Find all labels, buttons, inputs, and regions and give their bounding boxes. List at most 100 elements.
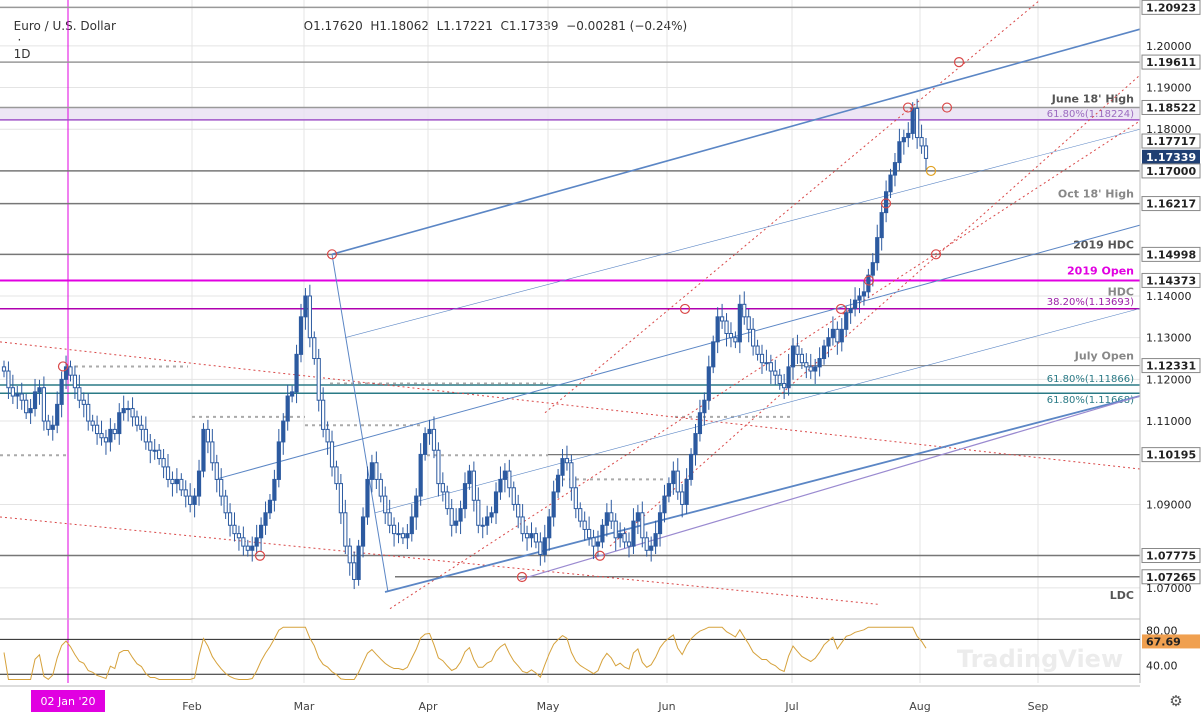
- candle[interactable]: [321, 399, 326, 430]
- candle[interactable]: [90, 420, 95, 426]
- candle[interactable]: [63, 366, 69, 380]
- candle[interactable]: [915, 107, 920, 139]
- candle[interactable]: [786, 366, 791, 389]
- symbol-name[interactable]: Euro / U.S. Dollar: [13, 19, 116, 33]
- candle[interactable]: [152, 449, 157, 452]
- candle[interactable]: [613, 520, 618, 539]
- candle[interactable]: [267, 499, 273, 514]
- candle[interactable]: [631, 520, 636, 547]
- candle[interactable]: [245, 545, 250, 551]
- candle[interactable]: [604, 512, 609, 526]
- candle[interactable]: [196, 470, 202, 497]
- candle[interactable]: [294, 353, 299, 393]
- candle[interactable]: [334, 466, 339, 485]
- candle[interactable]: [848, 308, 853, 314]
- candle[interactable]: [378, 478, 383, 497]
- candle[interactable]: [866, 274, 871, 293]
- candle[interactable]: [409, 516, 414, 535]
- candle[interactable]: [649, 545, 654, 551]
- candle[interactable]: [418, 453, 423, 497]
- candle[interactable]: [888, 174, 893, 193]
- candle[interactable]: [81, 399, 86, 405]
- candle[interactable]: [396, 533, 401, 536]
- candle[interactable]: [449, 508, 454, 526]
- candle[interactable]: [493, 491, 499, 514]
- candle[interactable]: [94, 424, 100, 435]
- candle[interactable]: [511, 487, 516, 505]
- candle[interactable]: [706, 366, 711, 401]
- candle[interactable]: [715, 316, 720, 343]
- candle[interactable]: [192, 495, 197, 505]
- candle[interactable]: [108, 428, 113, 443]
- candle[interactable]: [697, 412, 703, 435]
- candle[interactable]: [919, 137, 924, 147]
- settings-gear-icon[interactable]: ⚙: [1169, 692, 1183, 710]
- candle[interactable]: [476, 499, 481, 526]
- candle[interactable]: [542, 537, 547, 555]
- candle[interactable]: [383, 495, 388, 514]
- candle[interactable]: [312, 337, 317, 360]
- candle[interactable]: [86, 403, 91, 422]
- candle[interactable]: [520, 516, 525, 535]
- candle[interactable]: [250, 545, 255, 551]
- candle[interactable]: [77, 387, 82, 401]
- candle[interactable]: [733, 337, 738, 343]
- candle[interactable]: [587, 528, 592, 539]
- candle[interactable]: [724, 320, 729, 335]
- candle[interactable]: [857, 295, 862, 301]
- candle[interactable]: [41, 387, 46, 422]
- candle[interactable]: [640, 512, 645, 539]
- candle[interactable]: [551, 491, 556, 518]
- candle[interactable]: [711, 341, 716, 368]
- candle[interactable]: [591, 537, 596, 547]
- candle[interactable]: [37, 387, 42, 393]
- candle[interactable]: [170, 478, 175, 485]
- candle[interactable]: [573, 487, 578, 510]
- candle[interactable]: [737, 303, 742, 343]
- candle[interactable]: [414, 495, 419, 518]
- candle[interactable]: [285, 395, 290, 422]
- candle[interactable]: [498, 478, 503, 493]
- candle[interactable]: [343, 512, 348, 547]
- candle[interactable]: [117, 412, 122, 435]
- candle[interactable]: [374, 462, 379, 480]
- candle[interactable]: [126, 408, 131, 411]
- candle[interactable]: [910, 107, 915, 134]
- candle[interactable]: [688, 453, 694, 480]
- candle[interactable]: [790, 345, 796, 368]
- candle[interactable]: [139, 424, 144, 430]
- candle[interactable]: [826, 337, 831, 347]
- candle[interactable]: [236, 533, 242, 539]
- candle[interactable]: [626, 541, 632, 547]
- candle[interactable]: [875, 237, 880, 264]
- candle[interactable]: [387, 512, 392, 526]
- candle[interactable]: [485, 516, 490, 526]
- candle[interactable]: [569, 462, 574, 489]
- candle[interactable]: [201, 428, 206, 472]
- candle[interactable]: [600, 524, 605, 543]
- candle[interactable]: [325, 428, 330, 443]
- price-axis[interactable]: [1140, 0, 1202, 715]
- candle[interactable]: [174, 478, 179, 485]
- candle[interactable]: [188, 495, 193, 505]
- candle[interactable]: [471, 470, 476, 501]
- candle[interactable]: [68, 366, 73, 376]
- candle[interactable]: [165, 466, 171, 480]
- candle[interactable]: [50, 424, 55, 430]
- candle[interactable]: [489, 512, 494, 518]
- candle[interactable]: [329, 441, 335, 468]
- candle[interactable]: [436, 449, 441, 485]
- candle[interactable]: [657, 512, 663, 535]
- candle[interactable]: [232, 524, 237, 535]
- candle[interactable]: [258, 524, 264, 539]
- candle[interactable]: [272, 478, 277, 501]
- candle[interactable]: [879, 212, 884, 239]
- candle[interactable]: [622, 533, 627, 543]
- candle[interactable]: [524, 533, 530, 539]
- candle[interactable]: [223, 495, 228, 514]
- candle[interactable]: [298, 316, 304, 355]
- candle[interactable]: [134, 416, 140, 426]
- candle[interactable]: [516, 503, 521, 518]
- candle[interactable]: [462, 483, 468, 510]
- candle[interactable]: [391, 524, 397, 535]
